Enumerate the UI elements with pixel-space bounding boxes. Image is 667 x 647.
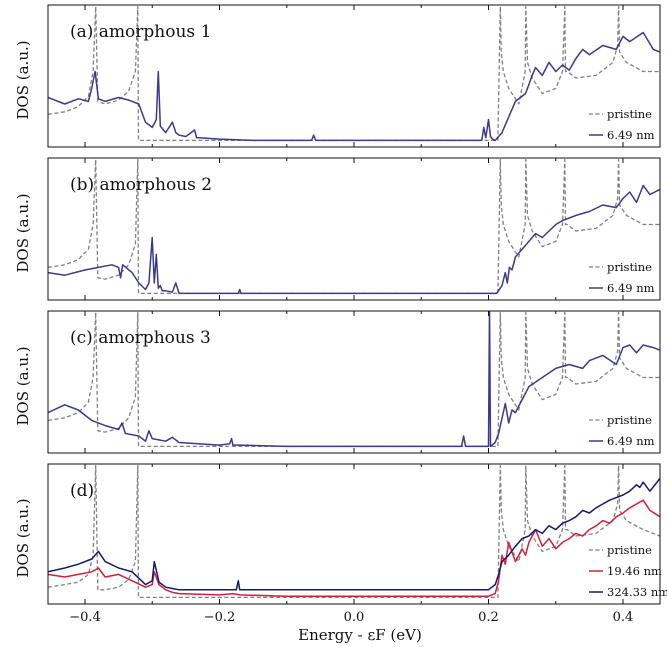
series-line-6-49-nm xyxy=(48,31,660,142)
y-axis-label: DOS (a.u.) xyxy=(14,498,32,577)
panel-2: (b) amorphous 2 DOS (a.u.) pristine 6.49 nm xyxy=(14,157,661,301)
legend-label: pristine xyxy=(607,107,652,121)
y-axis-label: DOS (a.u.) xyxy=(14,346,32,425)
series-group xyxy=(48,158,660,295)
x-tick-label: 0.2 xyxy=(478,610,499,625)
y-axis-label: DOS (a.u.) xyxy=(14,40,32,119)
series-line-pristine xyxy=(48,158,660,295)
panel-title: (a) amorphous 1 xyxy=(70,22,211,42)
x-tick-label: 0.4 xyxy=(613,610,634,625)
panel-title: (b) amorphous 2 xyxy=(70,175,212,195)
series-line-6-49-nm xyxy=(48,311,660,448)
series-group xyxy=(48,5,660,142)
series-line-6-49-nm xyxy=(48,184,660,295)
series-line-pristine xyxy=(48,5,660,142)
panel-3: (c) amorphous 3 DOS (a.u.) pristine 6.49 nm xyxy=(14,310,661,454)
series-group xyxy=(48,311,660,448)
legend-label: 6.49 nm xyxy=(607,434,655,448)
legend-label: 6.49 nm xyxy=(607,281,655,295)
legend-label: pristine xyxy=(607,543,652,557)
legend-label: 19.46 nm xyxy=(607,564,662,578)
panel-title: (d) xyxy=(70,481,94,501)
series-group xyxy=(48,464,660,599)
x-tick-label: −0.2 xyxy=(204,610,236,625)
panel-title: (c) amorphous 3 xyxy=(70,328,211,348)
x-axis-label: Energy - εF (eV) xyxy=(298,626,422,644)
series-line-pristine xyxy=(48,311,660,448)
legend-label: pristine xyxy=(607,413,652,427)
series-line-19-46-nm xyxy=(48,499,660,597)
legend-label: 324.33 nm xyxy=(607,585,667,599)
x-tick-label: −0.4 xyxy=(69,610,101,625)
legend-label: pristine xyxy=(607,260,652,274)
y-axis-label: DOS (a.u.) xyxy=(14,193,32,272)
panel-1: (a) amorphous 1 DOS (a.u.) pristine 6.49 nm xyxy=(14,4,661,148)
series-line-324-33-nm xyxy=(48,477,660,591)
panel-frame xyxy=(47,463,661,605)
series-line-pristine xyxy=(48,464,660,599)
x-tick-label: 0.0 xyxy=(344,610,365,625)
legend-label: 6.49 nm xyxy=(607,128,655,142)
panel-4: (d) DOS (a.u.) pristine 19.46 nm 324.33 nm xyxy=(14,463,667,605)
